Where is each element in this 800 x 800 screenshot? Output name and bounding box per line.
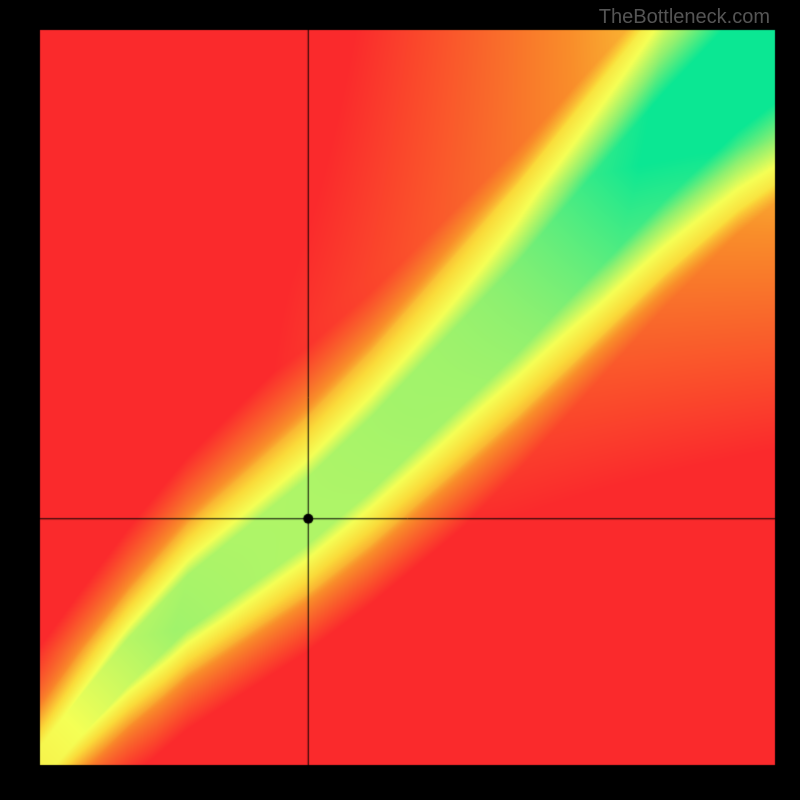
- bottleneck-heatmap: [0, 0, 800, 800]
- watermark-text: TheBottleneck.com: [599, 6, 770, 29]
- chart-container: TheBottleneck.com: [0, 0, 800, 800]
